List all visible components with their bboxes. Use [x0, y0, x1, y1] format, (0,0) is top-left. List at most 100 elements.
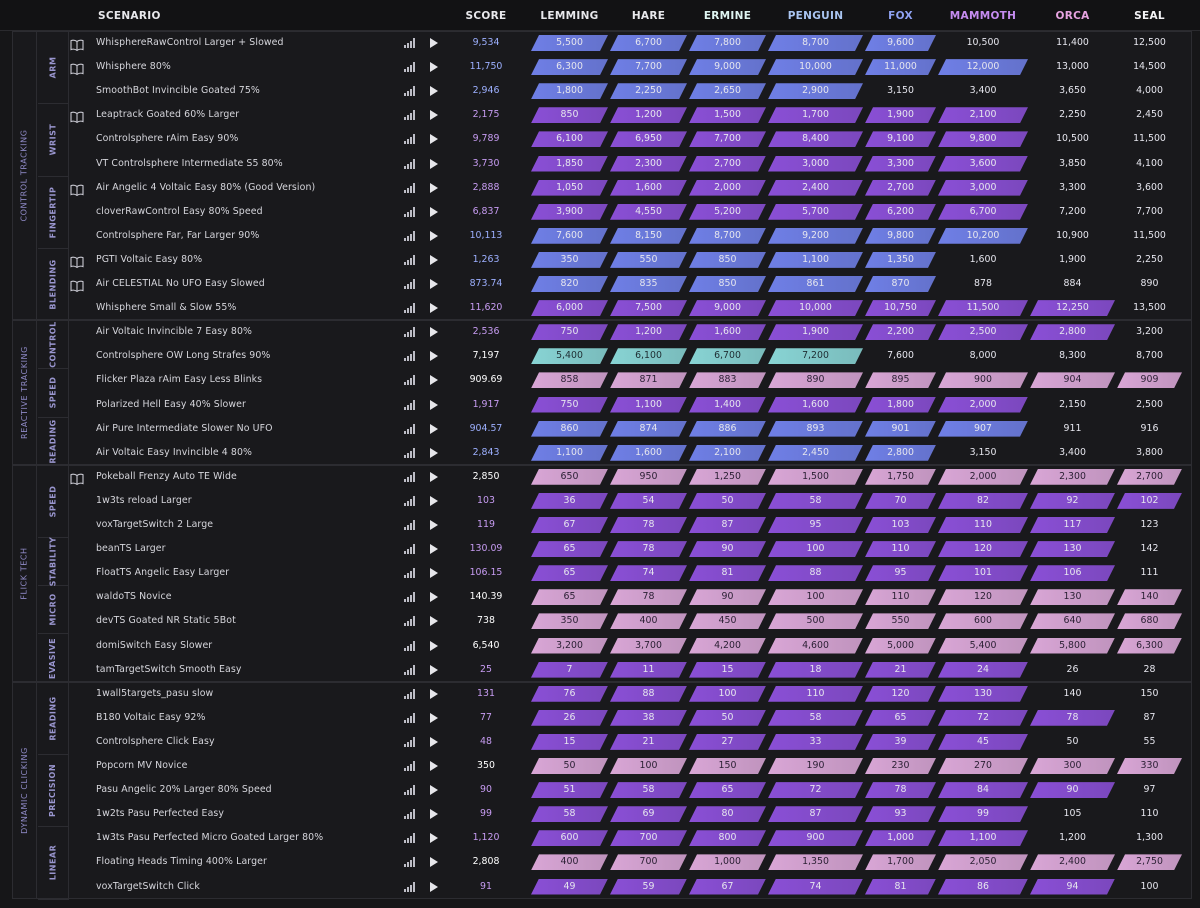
- signal-bars-icon[interactable]: [404, 254, 415, 265]
- scenario-name[interactable]: SmoothBot Invincible Goated 75%: [96, 85, 260, 97]
- play-icon[interactable]: [430, 62, 438, 73]
- play-icon[interactable]: [430, 110, 438, 121]
- play-icon[interactable]: [430, 568, 438, 579]
- table-row[interactable]: Controlsphere OW Long Strafes 90% 7,197 5,…: [0, 344, 1200, 368]
- signal-bars-icon[interactable]: [404, 134, 415, 145]
- scenario-name[interactable]: voxTargetSwitch 2 Large: [96, 519, 214, 530]
- book-icon[interactable]: [70, 277, 84, 293]
- scenario-name[interactable]: Whisphere Small & Slow 55%: [96, 302, 237, 314]
- scenario-name[interactable]: 1w3ts reload Larger: [96, 494, 192, 506]
- signal-bars-icon[interactable]: [404, 761, 415, 771]
- signal-bars-icon[interactable]: [404, 471, 415, 482]
- scenario-name[interactable]: devTS Goated NR Static 5Bot: [96, 615, 236, 627]
- play-icon[interactable]: [430, 230, 438, 241]
- table-row[interactable]: Whisphere Small & Slow 55% 11,620 6,000 7,5…: [0, 296, 1200, 320]
- scenario-name[interactable]: Air Voltaic Easy Invincible 4 80%: [96, 446, 253, 458]
- signal-bars-icon[interactable]: [404, 616, 415, 627]
- table-row[interactable]: SmoothBot Invincible Goated 75% 2,946 1,80…: [0, 79, 1200, 103]
- table-row[interactable]: Air Angelic 4 Voltaic Easy 80% (Good Ver…: [0, 176, 1200, 200]
- signal-bars-icon[interactable]: [404, 158, 415, 169]
- table-row[interactable]: Polarized Hell Easy 40% Slower 1,917 750 1,…: [0, 393, 1200, 417]
- signal-bars-icon[interactable]: [404, 664, 415, 675]
- signal-bars-icon[interactable]: [404, 785, 415, 796]
- signal-bars-icon[interactable]: [404, 712, 415, 723]
- play-icon[interactable]: [430, 375, 438, 386]
- scenario-name[interactable]: Controlsphere OW Long Strafes 90%: [96, 350, 271, 362]
- scenario-name[interactable]: Polarized Hell Easy 40% Slower: [96, 398, 246, 410]
- signal-bars-icon[interactable]: [404, 375, 415, 386]
- signal-bars-icon[interactable]: [404, 736, 415, 747]
- signal-bars-icon[interactable]: [404, 182, 415, 193]
- play-icon[interactable]: [430, 785, 438, 796]
- signal-bars-icon[interactable]: [404, 230, 415, 241]
- play-icon[interactable]: [430, 592, 438, 603]
- play-icon[interactable]: [430, 206, 438, 217]
- scenario-name[interactable]: Controlsphere Click Easy: [96, 735, 215, 747]
- play-icon[interactable]: [430, 640, 438, 651]
- table-row[interactable]: Controlsphere Click Easy 48 15 21 27 33 39 45 50…: [0, 730, 1200, 754]
- signal-bars-icon[interactable]: [404, 568, 415, 579]
- signal-bars-icon[interactable]: [404, 520, 415, 530]
- play-icon[interactable]: [430, 857, 438, 868]
- table-row[interactable]: Controlsphere rAim Easy 90% 9,789 6,100 6,9…: [0, 127, 1200, 151]
- table-row[interactable]: 1w2ts Pasu Perfected Easy 99 58 69 80 87 93 99 1…: [0, 802, 1200, 826]
- play-icon[interactable]: [430, 327, 438, 338]
- scenario-name[interactable]: Popcorn MV Novice: [96, 760, 188, 771]
- table-row[interactable]: PGTI Voltaic Easy 80% 1,263 350 550 850 1,100…: [0, 248, 1200, 272]
- scenario-name[interactable]: Floating Heads Timing 400% Larger: [96, 856, 267, 868]
- table-row[interactable]: 1wall5targets_pasu slow 131 76 88 100 110 120 1…: [0, 682, 1200, 706]
- table-row[interactable]: waldoTS Novice 140.39 65 78 90 100 110 120 130 14…: [0, 585, 1200, 609]
- scenario-name[interactable]: PGTI Voltaic Easy 80%: [96, 253, 203, 265]
- table-row[interactable]: FloatTS Angelic Easy Larger 106.15 65 74 81 8…: [0, 561, 1200, 585]
- signal-bars-icon[interactable]: [404, 495, 415, 506]
- signal-bars-icon[interactable]: [404, 881, 415, 892]
- table-row[interactable]: Air Voltaic Easy Invincible 4 80% 2,843 1,…: [0, 441, 1200, 465]
- play-icon[interactable]: [430, 279, 438, 289]
- play-icon[interactable]: [430, 447, 438, 458]
- scenario-name[interactable]: Leaptrack Goated 60% Larger: [96, 109, 240, 121]
- play-icon[interactable]: [430, 38, 438, 48]
- signal-bars-icon[interactable]: [404, 351, 415, 362]
- table-row[interactable]: tamTargetSwitch Smooth Easy 25 7 11 15 18 21 24…: [0, 658, 1200, 682]
- signal-bars-icon[interactable]: [404, 640, 415, 651]
- table-row[interactable]: Air Pure Intermediate Slower No UFO 904.5…: [0, 417, 1200, 441]
- signal-bars-icon[interactable]: [404, 544, 415, 555]
- table-row[interactable]: Popcorn MV Novice 350 50 100 150 190 230 270 300…: [0, 754, 1200, 778]
- scenario-name[interactable]: 1w3ts Pasu Perfected Micro Goated Larger…: [96, 832, 324, 844]
- scenario-name[interactable]: Controlsphere rAim Easy 90%: [96, 133, 239, 145]
- signal-bars-icon[interactable]: [404, 423, 415, 434]
- table-row[interactable]: 1w3ts reload Larger 103 36 54 50 58 70 82 92 102: [0, 489, 1200, 513]
- scenario-name[interactable]: waldoTS Novice: [96, 591, 172, 603]
- scenario-name[interactable]: B180 Voltaic Easy 92%: [96, 711, 206, 723]
- signal-bars-icon[interactable]: [404, 86, 415, 97]
- play-icon[interactable]: [430, 423, 438, 434]
- play-icon[interactable]: [430, 616, 438, 627]
- table-row[interactable]: Leaptrack Goated 60% Larger 2,175 850 1,200…: [0, 103, 1200, 127]
- table-row[interactable]: cloverRawControl Easy 80% Speed 6,837 3,90…: [0, 200, 1200, 224]
- scenario-name[interactable]: VT Controlsphere Intermediate S5 80%: [96, 157, 283, 169]
- signal-bars-icon[interactable]: [404, 110, 415, 121]
- book-icon[interactable]: [70, 253, 84, 268]
- play-icon[interactable]: [430, 134, 438, 145]
- table-row[interactable]: Floating Heads Timing 400% Larger 2,808 40…: [0, 850, 1200, 874]
- scenario-name[interactable]: domiSwitch Easy Slower: [96, 639, 213, 651]
- signal-bars-icon[interactable]: [404, 592, 415, 603]
- scenario-name[interactable]: Pokeball Frenzy Auto TE Wide: [96, 470, 237, 482]
- play-icon[interactable]: [430, 664, 438, 675]
- table-row[interactable]: Whisphere 80% 11,750 6,300 7,700 9,000 10,000…: [0, 55, 1200, 79]
- table-row[interactable]: Pasu Angelic 20% Larger 80% Speed 90 51 58 6…: [0, 778, 1200, 802]
- table-row[interactable]: devTS Goated NR Static 5Bot 738 350 400 450 5…: [0, 609, 1200, 633]
- play-icon[interactable]: [430, 688, 438, 699]
- signal-bars-icon[interactable]: [404, 688, 415, 699]
- play-icon[interactable]: [430, 471, 438, 482]
- play-icon[interactable]: [430, 544, 438, 555]
- scenario-name[interactable]: Air Pure Intermediate Slower No UFO: [96, 422, 273, 434]
- scenario-name[interactable]: Flicker Plaza rAim Easy Less Blinks: [96, 374, 263, 386]
- score-header[interactable]: SCORE: [465, 10, 507, 22]
- play-icon[interactable]: [430, 833, 438, 844]
- play-icon[interactable]: [430, 158, 438, 169]
- scenario-name[interactable]: FloatTS Angelic Easy Larger: [96, 567, 230, 579]
- table-row[interactable]: Pokeball Frenzy Auto TE Wide 2,850 650 950 1…: [0, 465, 1200, 489]
- table-row[interactable]: voxTargetSwitch Click 91 49 59 67 74 81 86 94 100: [0, 875, 1200, 899]
- signal-bars-icon[interactable]: [404, 38, 415, 48]
